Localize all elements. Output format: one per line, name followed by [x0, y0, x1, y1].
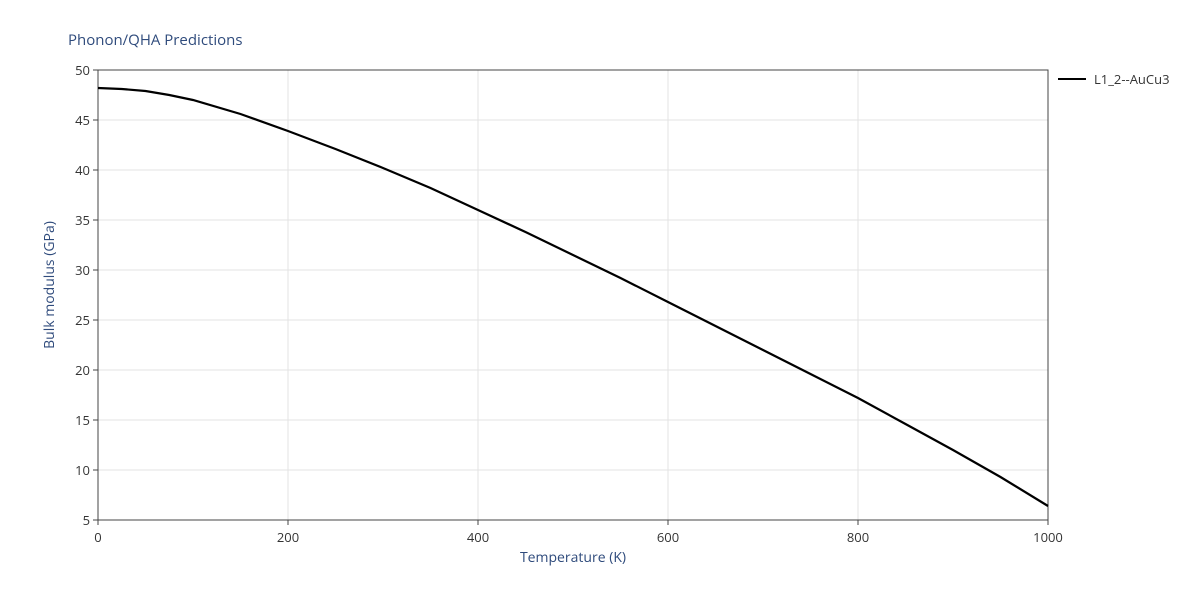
legend: L1_2--AuCu3	[1058, 70, 1170, 88]
x-tick-label: 200	[277, 528, 299, 546]
legend-line-icon	[1058, 78, 1086, 80]
y-tick-label: 25	[68, 311, 90, 329]
y-tick-label: 5	[68, 511, 90, 529]
x-axis-label: Temperature (K)	[513, 548, 633, 567]
x-tick-label: 0	[94, 528, 101, 546]
y-tick-label: 35	[68, 211, 90, 229]
y-tick-label: 30	[68, 261, 90, 279]
legend-label: L1_2--AuCu3	[1094, 70, 1170, 88]
y-tick-label: 45	[68, 111, 90, 129]
x-tick-label: 800	[847, 528, 869, 546]
y-axis-label: Bulk modulus (GPa)	[40, 205, 59, 365]
y-tick-label: 50	[68, 61, 90, 79]
x-tick-label: 1000	[1033, 528, 1063, 546]
x-tick-label: 600	[657, 528, 679, 546]
y-tick-label: 40	[68, 161, 90, 179]
x-tick-label: 400	[467, 528, 489, 546]
y-tick-label: 20	[68, 361, 90, 379]
y-tick-label: 10	[68, 461, 90, 479]
chart-container: Phonon/QHA Predictions Temperature (K) B…	[0, 0, 1200, 600]
y-tick-label: 15	[68, 411, 90, 429]
chart-svg	[0, 0, 1200, 600]
